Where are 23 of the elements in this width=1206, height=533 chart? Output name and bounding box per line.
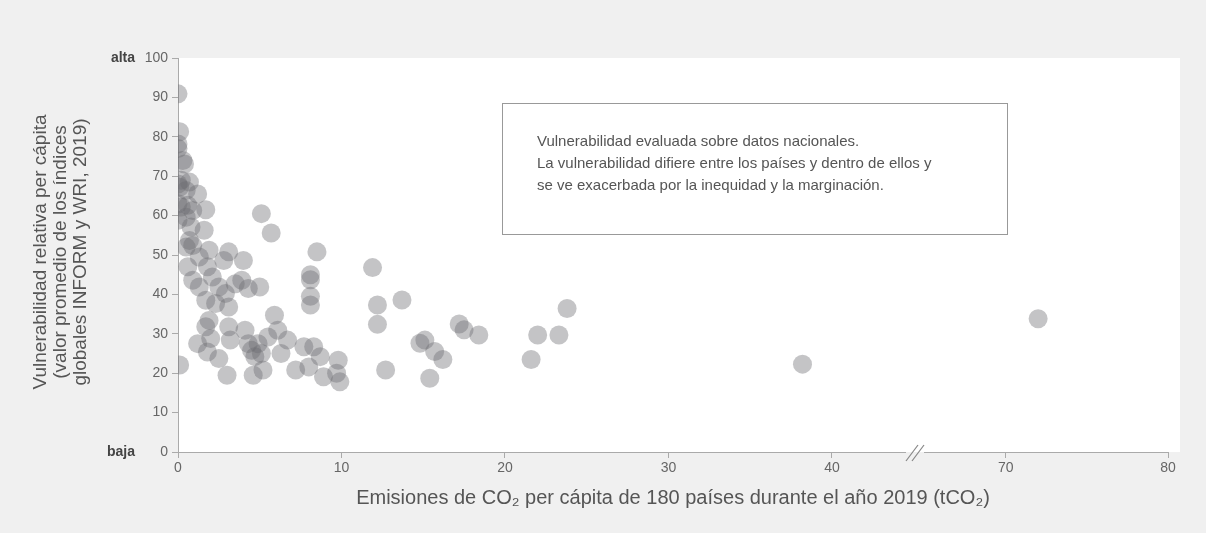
x-tick-label: 80 bbox=[1160, 459, 1176, 476]
x-tick-label: 10 bbox=[333, 459, 350, 476]
x-tick-label: 0 bbox=[174, 459, 183, 476]
x-axis-title: Emisiones de CO₂ per cápita de 180 países durante el año 2019 (tCO₂) bbox=[355, 486, 991, 509]
x-tick-label: 20 bbox=[497, 459, 513, 476]
y-tick-label: 70 bbox=[152, 167, 169, 184]
y-tick-label: 80 bbox=[152, 127, 169, 144]
text: alta bbox=[110, 48, 136, 65]
y-tick-label: 30 bbox=[152, 324, 169, 341]
y-axis-title: Vulnerabilidad relativa per cápita (valor promedio de los índices globales INFORM y WRI, 2019) bbox=[29, 113, 90, 392]
y-tick-label: 50 bbox=[152, 245, 169, 262]
y-tick-label: 100 bbox=[144, 48, 169, 65]
x-tick-label: 40 bbox=[824, 459, 840, 476]
annotation: Vulnerabilidad evaluada sobre datos nacionales. La vulnerabilidad difiere entre los países y dentro de ellos y se ve exacerbada por la inequidad y la marginación. bbox=[502, 103, 1008, 235]
y-tick-label: 0 bbox=[160, 442, 169, 459]
x-tick-label: 70 bbox=[997, 459, 1014, 476]
y-tick-label: 40 bbox=[152, 285, 169, 302]
text: baja bbox=[106, 442, 136, 459]
y-tick-label: 10 bbox=[152, 403, 169, 420]
y-tick-label: 60 bbox=[152, 206, 169, 223]
x-tick-label: 30 bbox=[660, 459, 677, 476]
y-tick-label: 90 bbox=[152, 88, 169, 105]
y-tick-label: 20 bbox=[152, 364, 169, 381]
